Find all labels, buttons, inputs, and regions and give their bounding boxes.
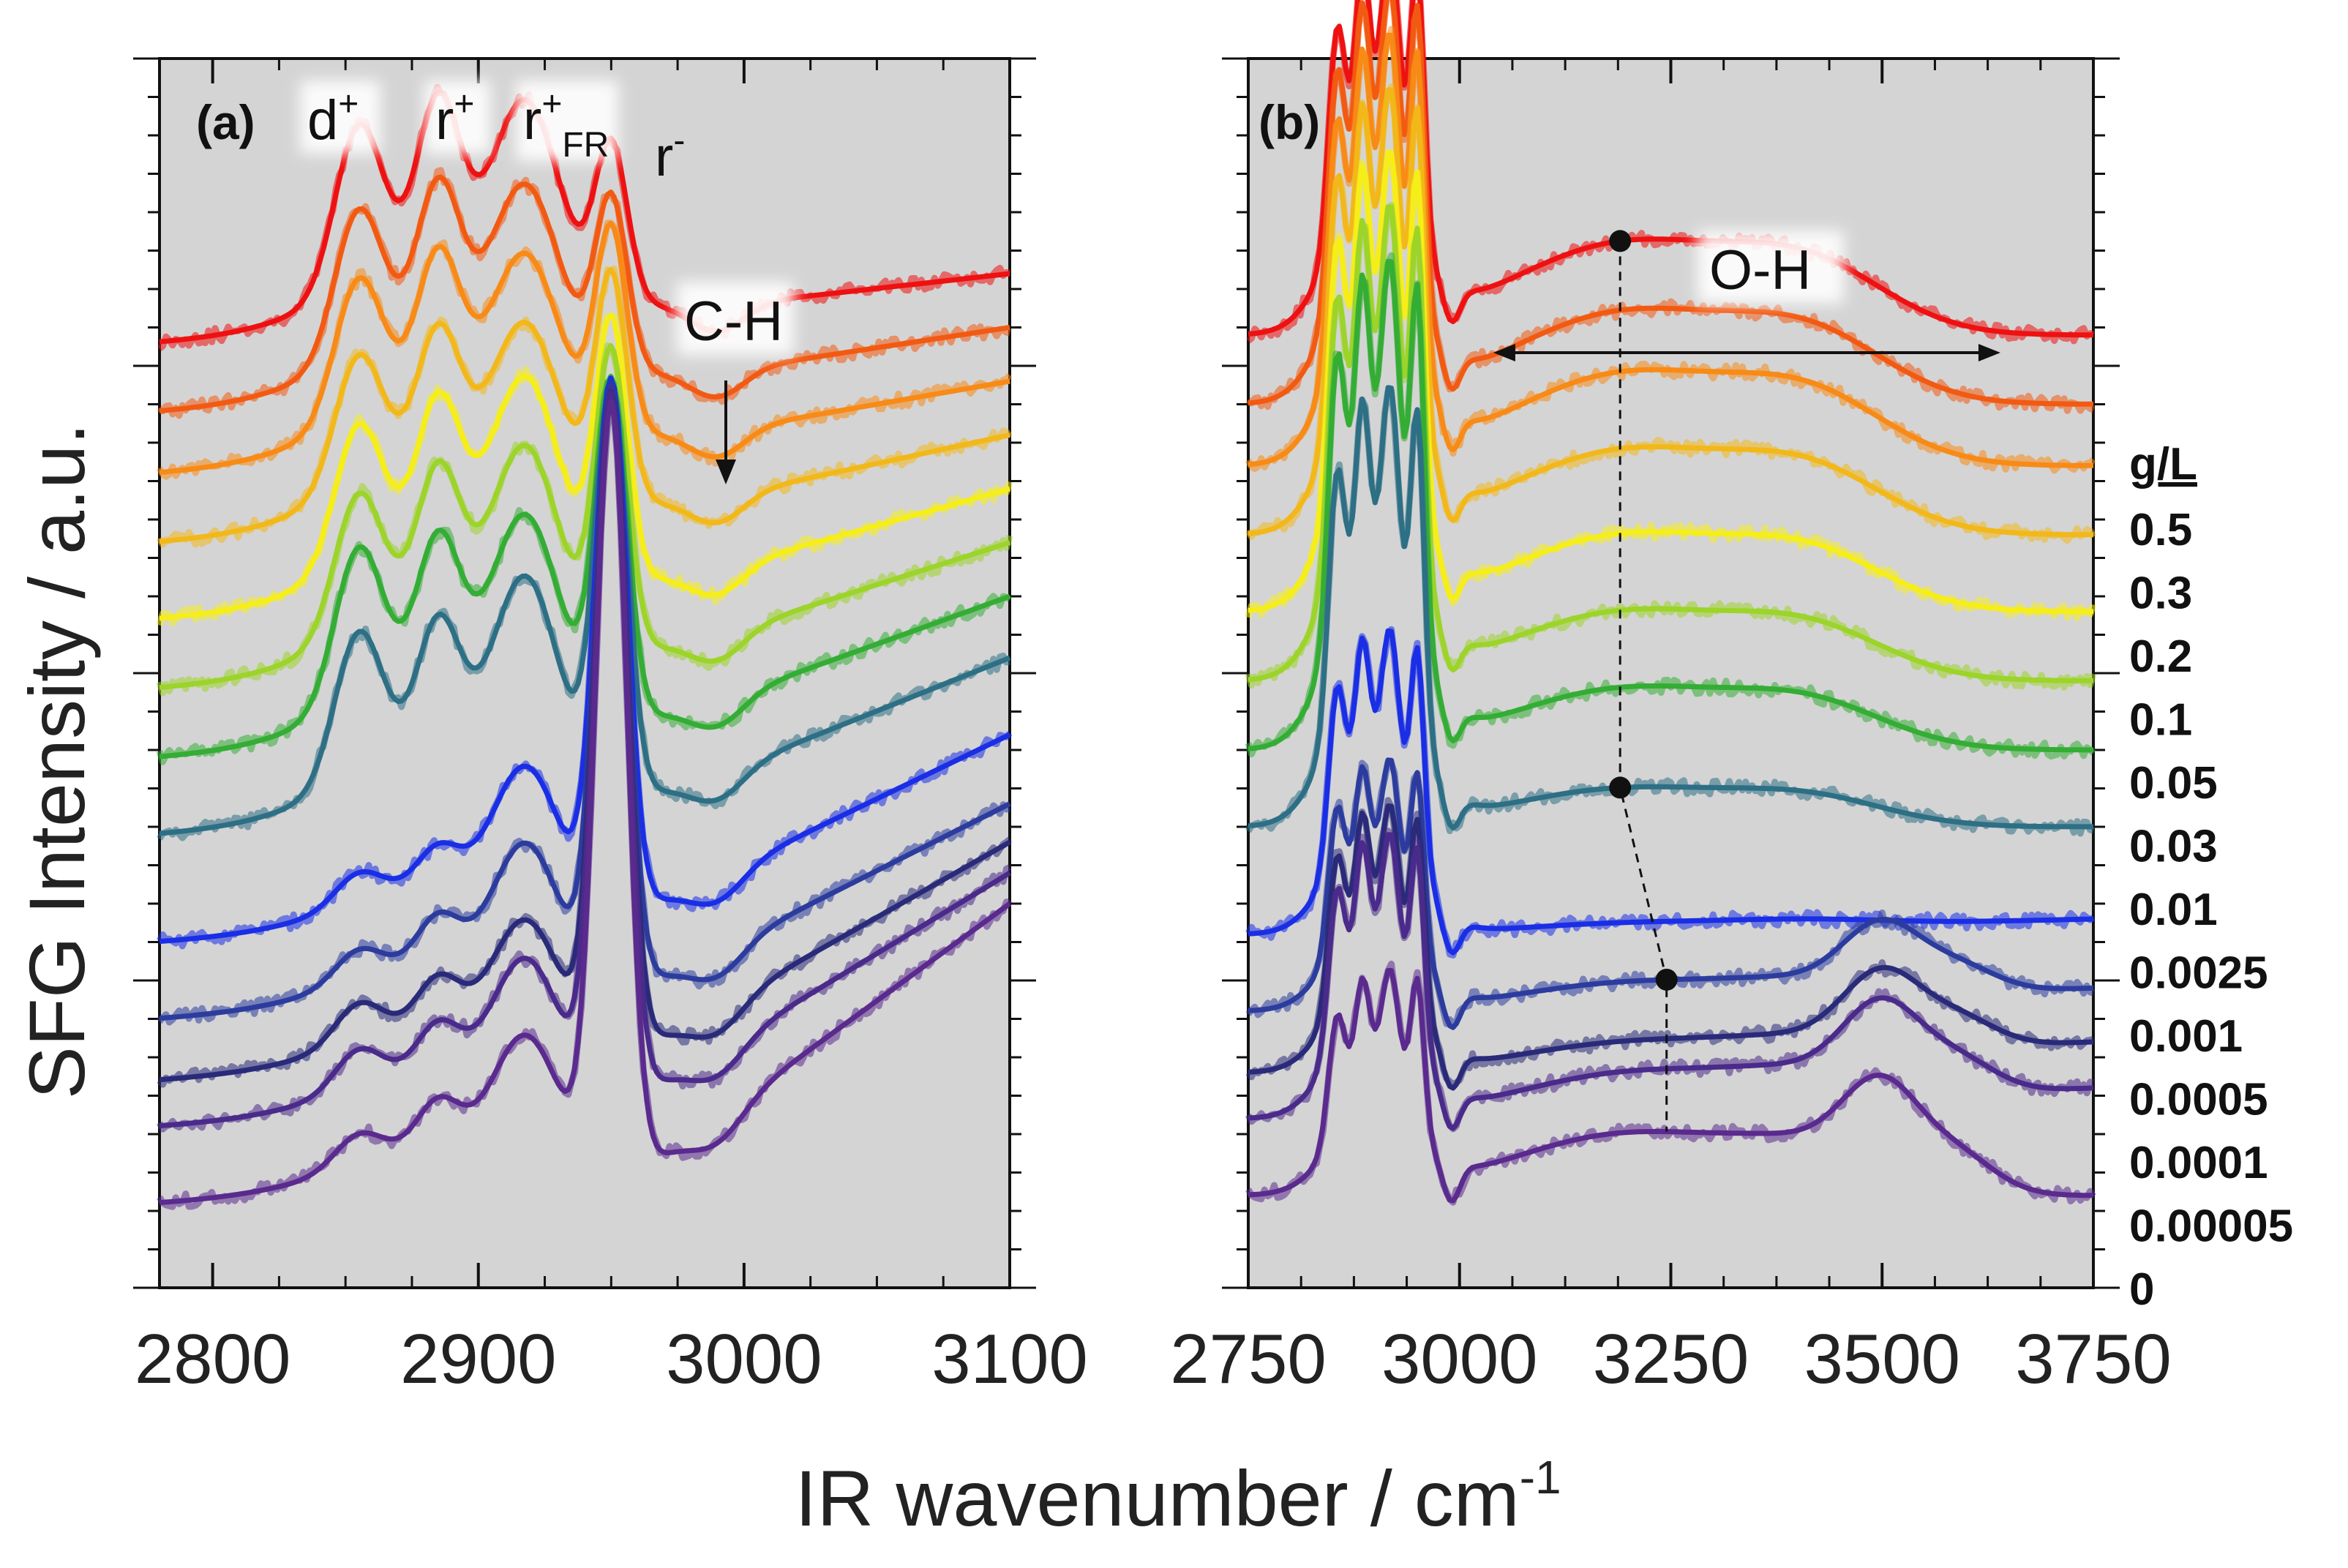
panel-b-ticks: 2750 3000 3250 3500 3750: [1170, 57, 2172, 1398]
conc-label-0.3: 0.3: [2129, 569, 2192, 619]
peak-label-r-plus: r+: [424, 80, 490, 154]
panel-a-series-fit-0.0025: [159, 380, 1011, 836]
panel-a-series-fit-0.2: [159, 220, 1010, 476]
panel-b-series-fit-0.5: [1248, 0, 2094, 338]
ch-label: C-H: [677, 282, 794, 355]
panel-b-series-fit-0.0001: [1248, 803, 2094, 1091]
ch-arrow: [716, 380, 736, 484]
panel-b-series-fit-0.03: [1248, 204, 2093, 683]
panel-a-series: [156, 83, 1013, 1210]
panel-a-xtick-label: 2900: [400, 1320, 557, 1398]
peak-label-r-minus: r-: [655, 121, 685, 188]
panel-b-series-fit-0.2: [1248, 32, 2094, 468]
conc-label-0.1: 0.1: [2129, 695, 2192, 746]
peak-label-r-plus-fr: r+FR: [516, 80, 618, 165]
panel-a-series-fit-0.1: [159, 266, 1010, 544]
conc-label-0.05: 0.05: [2129, 758, 2218, 809]
svg-text:r+: r+: [435, 85, 474, 151]
panel-b-label: (b): [1259, 95, 1320, 149]
panel-b-series-fit-0: [1248, 968, 2093, 1204]
panel-b-series-fit-0.05: [1248, 149, 2093, 615]
conc-label-0.0005: 0.0005: [2129, 1075, 2268, 1125]
conc-label-0: 0: [2129, 1264, 2154, 1315]
oh-label: O-H: [1698, 230, 1844, 304]
panel-a-series-fit-0.01: [159, 373, 1011, 759]
conc-label-0.2: 0.2: [2129, 631, 2192, 682]
concentration-legend: g/L 0.5 0.3 0.2 0.1 0.05 0.03 0.01 0.0025 0.001 0…: [2129, 439, 2293, 1315]
oh-arrow-left-head: [1493, 344, 1515, 361]
panel-a-ticks: 2800 2900 3000 3100: [133, 57, 1088, 1398]
panel-a-background: [158, 57, 1011, 1289]
oh-peak-marker: [1655, 968, 1678, 991]
panel-b-xtick-label: 2750: [1170, 1320, 1327, 1398]
conc-label-0.01: 0.01: [2129, 885, 2218, 935]
panel-b: 2750 3000 3250 3500 3750 (b) O-H: [1170, 0, 2172, 1398]
panel-b-xtick-label: 3000: [1381, 1320, 1538, 1398]
peak-label-d-plus: d+: [300, 80, 380, 154]
conc-label-0.0025: 0.0025: [2129, 948, 2268, 999]
svg-text:O-H: O-H: [1709, 239, 1811, 301]
conc-label-0.001: 0.001: [2129, 1011, 2243, 1062]
svg-text:C-H: C-H: [684, 290, 783, 353]
panel-a-series-fit-0: [159, 399, 1012, 1206]
panel-a-series-fit-0.5: [159, 89, 1010, 345]
panel-b-xtick-label: 3750: [2015, 1320, 2172, 1398]
panel-b-series: [1245, 0, 2097, 1206]
panel-b-series-fit-0.1: [1248, 87, 2094, 538]
panel-a-series-fit-0.001: [159, 375, 1011, 945]
conc-label-0.03: 0.03: [2129, 822, 2218, 872]
legend-title: g/L: [2129, 439, 2197, 489]
panel-b-series-data-0.3: [1245, 0, 2095, 414]
oh-arrow-right-head: [1978, 344, 2000, 361]
panel-b-series-fit-0.3: [1248, 0, 2094, 407]
panel-a-series-fit-0.05: [159, 312, 1010, 621]
oh-peak-guide: [1609, 230, 1678, 1132]
panel-b-series-fit-0.00005: [1248, 832, 2094, 1131]
oh-peak-marker: [1609, 230, 1632, 252]
panel-a-xtick-label: 3000: [666, 1320, 822, 1398]
conc-label-0.00005: 0.00005: [2129, 1201, 2293, 1252]
svg-text:r+FR: r+FR: [523, 85, 609, 165]
panel-a-xtick-label: 3100: [931, 1320, 1088, 1398]
panel-b-xtick-label: 3250: [1593, 1320, 1749, 1398]
panel-b-annotations: (b) O-H: [1259, 95, 2000, 1132]
conc-label-0.0001: 0.0001: [2129, 1138, 2268, 1188]
panel-b-series-fit-0.01: [1248, 258, 2093, 753]
oh-peak-marker: [1609, 776, 1632, 799]
panel-a-series-fit-0.03: [159, 342, 1011, 691]
panel-a-xtick-label: 2800: [135, 1320, 291, 1398]
panel-a-series-fit-0.3: [159, 174, 1010, 414]
panel-a-annotations: (a) d+ r+ r+FR r- C-H: [196, 80, 794, 484]
panel-b-xtick-label: 3500: [1804, 1320, 1960, 1398]
oh-range-arrow: [1493, 344, 2000, 361]
panel-a: 2800 2900 3000 3100 (a) d+ r+ r+FR r- C-H: [133, 57, 1088, 1398]
panel-b-series-fit-0.0025: [1248, 385, 2093, 830]
oh-guide-line: [1619, 241, 1668, 1132]
conc-label-0.5: 0.5: [2129, 505, 2192, 555]
svg-text:d+: d+: [307, 85, 359, 151]
panel-a-label: (a): [196, 95, 255, 149]
panel-b-series-fit-0.001: [1248, 628, 2094, 956]
x-axis-label: IR wavenumber / cm-1: [795, 1451, 1561, 1542]
y-axis-label: SFG Intensity / a.u.: [12, 423, 101, 1099]
